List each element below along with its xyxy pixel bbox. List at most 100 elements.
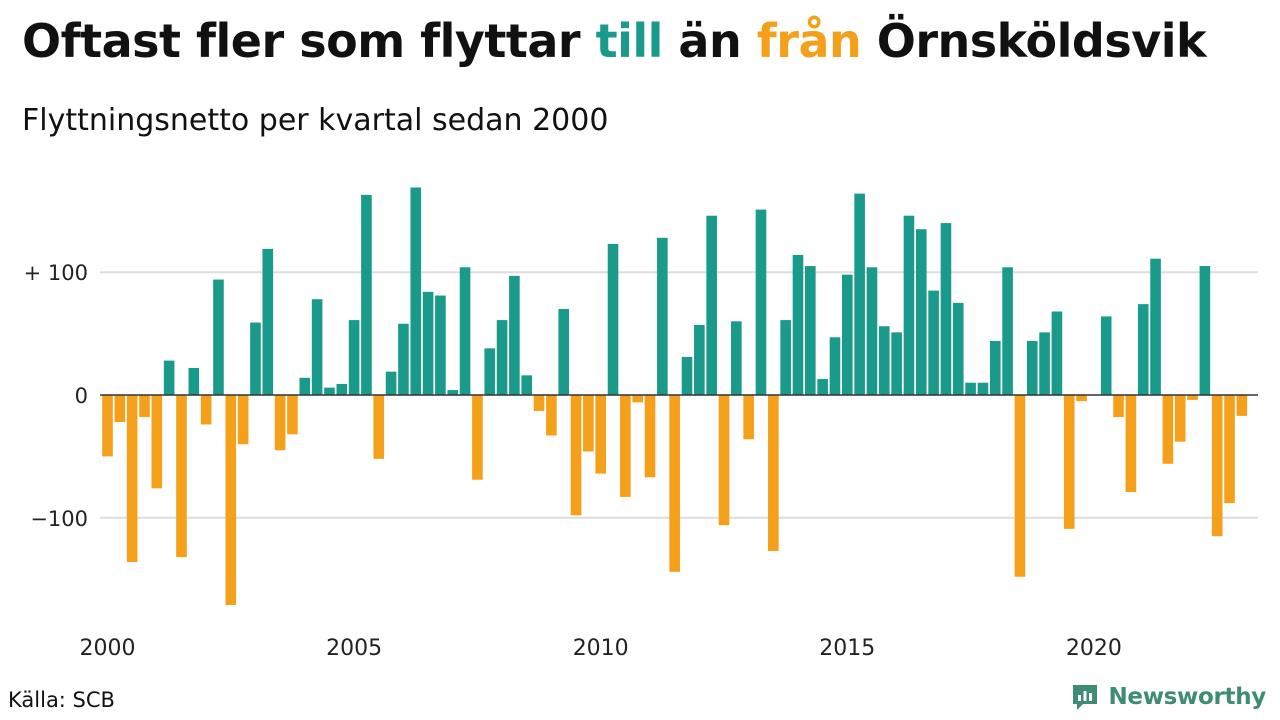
bar-positive <box>681 356 693 395</box>
bar-negative <box>595 395 606 474</box>
bar-positive <box>607 243 619 395</box>
bar-negative <box>718 395 730 526</box>
bar-positive <box>1002 267 1013 395</box>
bar-positive <box>250 322 261 395</box>
bar-negative <box>102 395 113 457</box>
x-tick-label: 2005 <box>326 636 382 661</box>
bar-positive <box>521 375 533 395</box>
bar-positive <box>891 332 902 395</box>
bar-negative <box>1125 395 1137 493</box>
bar-negative <box>632 395 643 403</box>
bar-negative <box>287 395 298 435</box>
bar-negative <box>620 395 631 497</box>
bar-positive <box>792 255 804 395</box>
bar-positive <box>1199 266 1211 395</box>
x-tick-label: 2015 <box>819 636 875 661</box>
bar-positive <box>706 215 717 395</box>
bar-negative <box>1162 395 1174 464</box>
bar-positive <box>1137 304 1149 395</box>
bar-positive <box>915 229 927 395</box>
bar-negative <box>533 395 545 411</box>
bar-negative <box>176 395 187 558</box>
bar-negative <box>225 395 237 605</box>
bar-positive <box>484 348 496 395</box>
bar-positive <box>829 337 841 395</box>
bar-negative <box>583 395 594 452</box>
bar-negative <box>743 395 754 440</box>
bar-positive <box>311 299 323 395</box>
bar-negative <box>1211 395 1223 537</box>
bar-negative <box>768 395 779 551</box>
bar-negative <box>373 395 385 459</box>
bar-positive <box>878 326 890 395</box>
bar-negative <box>237 395 249 445</box>
bar-positive <box>299 377 311 395</box>
newsworthy-logo-icon <box>1073 685 1098 710</box>
y-tick-labels: + 100 0 −100 <box>24 261 88 531</box>
bars <box>102 187 1248 605</box>
bar-positive <box>459 267 471 395</box>
bar-negative <box>114 395 126 423</box>
bar-negative <box>669 395 680 572</box>
bar-negative <box>1236 395 1248 416</box>
bar-positive <box>361 194 372 395</box>
bar-positive <box>1100 316 1112 395</box>
bar-positive <box>1039 332 1050 395</box>
bar-positive <box>163 360 175 395</box>
title-fran-highlight: från <box>756 14 862 68</box>
bar-positive <box>657 237 668 395</box>
bar-negative <box>1063 395 1075 529</box>
bar-positive <box>1026 340 1038 395</box>
bar-positive <box>817 379 828 395</box>
bar-positive <box>398 323 409 395</box>
bar-negative <box>1076 395 1087 402</box>
bar-positive <box>435 295 446 395</box>
bar-positive <box>336 383 348 395</box>
bar-negative <box>472 395 483 480</box>
title-till-highlight: till <box>595 14 664 68</box>
title-part-1: Oftast fler som flyttar <box>22 14 596 68</box>
bar-positive <box>977 382 989 395</box>
x-tick-label: 2020 <box>1066 636 1122 661</box>
bar-positive <box>324 387 335 395</box>
y-tick-label: 0 <box>75 384 88 408</box>
bar-positive <box>952 302 964 395</box>
bar-positive <box>965 382 976 395</box>
y-tick-label: + 100 <box>24 261 88 285</box>
bar-negative <box>1113 395 1124 418</box>
bar-positive <box>842 274 853 395</box>
bar-positive <box>1051 311 1063 395</box>
bar-positive <box>410 187 422 395</box>
bar-positive <box>496 320 508 395</box>
bar-negative <box>644 395 656 478</box>
source-note: Källa: SCB <box>8 688 115 712</box>
x-tick-label: 2010 <box>573 636 629 661</box>
bar-negative <box>274 395 286 451</box>
bar-negative <box>126 395 138 563</box>
x-tick-label: 2000 <box>80 636 136 661</box>
bar-positive <box>866 267 878 395</box>
bar-positive <box>731 321 742 395</box>
title-part-3: Örnsköldsvik <box>861 14 1207 68</box>
newsworthy-brand: Newsworthy <box>1070 682 1266 712</box>
bar-negative <box>200 395 212 425</box>
bar-negative <box>546 395 557 436</box>
bar-negative <box>1014 395 1026 577</box>
bar-positive <box>854 193 865 395</box>
bar-positive <box>348 320 360 395</box>
bar-positive <box>1150 258 1161 395</box>
bar-positive <box>694 325 705 395</box>
bar-positive <box>928 290 939 395</box>
bar-positive <box>558 309 570 395</box>
bar-positive <box>385 371 397 395</box>
bar-positive <box>989 340 1001 395</box>
bar-negative <box>1187 395 1198 400</box>
chart-subtitle: Flyttningsnetto per kvartal sedan 2000 <box>22 103 609 138</box>
bar-positive <box>213 279 224 395</box>
y-tick-label: −100 <box>30 507 88 531</box>
x-tick-labels: 2000 2005 2010 2015 2020 <box>80 636 1122 661</box>
bar-negative <box>1224 395 1235 504</box>
bar-negative <box>151 395 163 489</box>
